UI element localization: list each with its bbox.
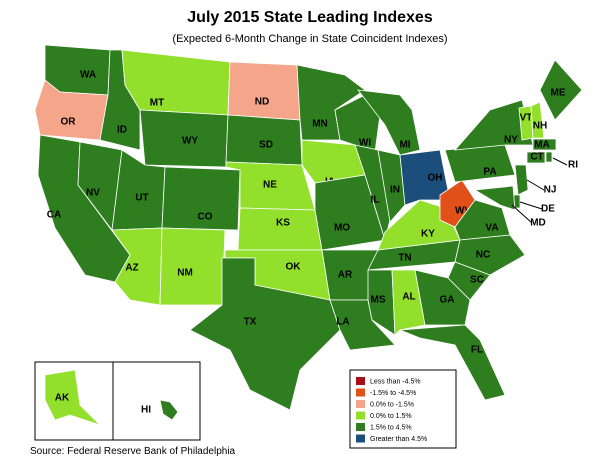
state-label: WA [80,70,96,81]
inset-box [112,361,201,441]
state-label: AZ [125,263,138,274]
state-label: RI [568,160,578,171]
state-label: ID [117,125,127,136]
state [314,174,386,251]
legend-swatch [356,423,365,431]
state-label: KS [276,218,290,229]
state-label: HI [141,405,151,416]
state-label: NE [263,180,277,191]
state-label: OH [428,173,443,184]
state-label: AL [402,292,415,303]
state-label: NH [533,121,547,132]
state-label: OK [286,262,302,273]
legend-label: 0.0% to -1.5% [370,402,414,409]
leader-line [519,201,543,210]
state-label: NY [504,135,518,146]
state [532,138,557,151]
state [454,234,526,276]
map-title: July 2015 State Leading Indexes [187,9,433,26]
state-label: CT [530,152,543,163]
state [227,61,301,121]
map-subtitle: (Expected 6-Month Change in State Coinci… [172,33,447,45]
state-label: MO [334,223,350,234]
state-label: NJ [544,185,557,196]
state-label: AK [55,393,70,404]
state-label: IL [371,195,380,206]
state [545,151,553,163]
state [530,101,545,139]
state-label: ME [551,88,566,99]
state-label: TX [244,317,257,328]
state-label: WY [182,136,198,147]
state-label: MT [150,98,164,109]
state-label: DE [541,204,555,215]
state [237,207,323,251]
legend-label: Less than -4.5% [370,379,421,386]
state-label: MI [399,140,410,151]
state [357,89,421,156]
state [526,151,546,164]
state-label: NV [86,188,100,199]
state-label: KY [421,229,435,240]
legend-label: 0.0% to 1.5% [370,413,412,420]
state-label: CA [47,210,61,221]
state-label: WI [359,138,371,149]
state [444,144,516,183]
source: Source: Federal Reserve Bank of Philadel… [30,446,236,457]
state-label: MD [530,218,546,229]
state [391,269,426,336]
state-label: AR [338,270,353,281]
state [454,199,511,241]
state-label: SC [470,275,484,286]
state-label: SD [259,140,273,151]
state-label: NM [177,268,193,279]
state [44,369,101,426]
state-label: MN [312,119,328,130]
state [159,399,179,421]
state [189,257,341,411]
state-label: NC [476,250,490,261]
state-label: ND [255,97,269,108]
state [121,49,231,116]
state-label: VA [485,223,498,234]
legend-swatch [356,388,365,397]
legend-swatch [356,411,365,420]
legend-label: -1.5% to -4.5% [370,390,416,397]
leader-line [526,179,545,191]
state [414,269,471,326]
state-label: MS [371,295,386,306]
legend-box [349,369,457,449]
state-label: PA [483,167,496,178]
state-label: UT [135,193,148,204]
states: WAORCANVIDMTWYUTCOAZNMNDSDNEKSOKTXMNIAMO… [34,44,583,426]
state [539,59,583,121]
legend-swatch [356,377,365,385]
state-label: OR [61,117,77,128]
state [473,185,516,211]
state-label: CO [198,212,213,223]
state [399,149,451,206]
state-label: LA [336,317,349,328]
state [159,227,226,306]
leader-line [511,204,533,224]
leader-line [552,157,568,166]
state [161,166,241,231]
legend-swatch [356,400,365,408]
state-label: WV [455,206,471,217]
legend-label: Greater than 4.5% [370,436,427,443]
state-label: MA [534,140,550,151]
legend-swatch [356,434,365,443]
legend: Less than -4.5% -1.5% to -4.5% 0.0% to -1.… [356,377,427,443]
state-label: VT [520,113,533,124]
state [399,324,506,401]
state-label: GA [440,295,455,306]
legend-label: 1.5% to 4.5% [370,425,412,432]
state [367,269,396,336]
state-label: TN [398,253,411,264]
state-label: FL [471,345,483,356]
state [514,164,529,196]
state-label: IN [390,185,400,196]
